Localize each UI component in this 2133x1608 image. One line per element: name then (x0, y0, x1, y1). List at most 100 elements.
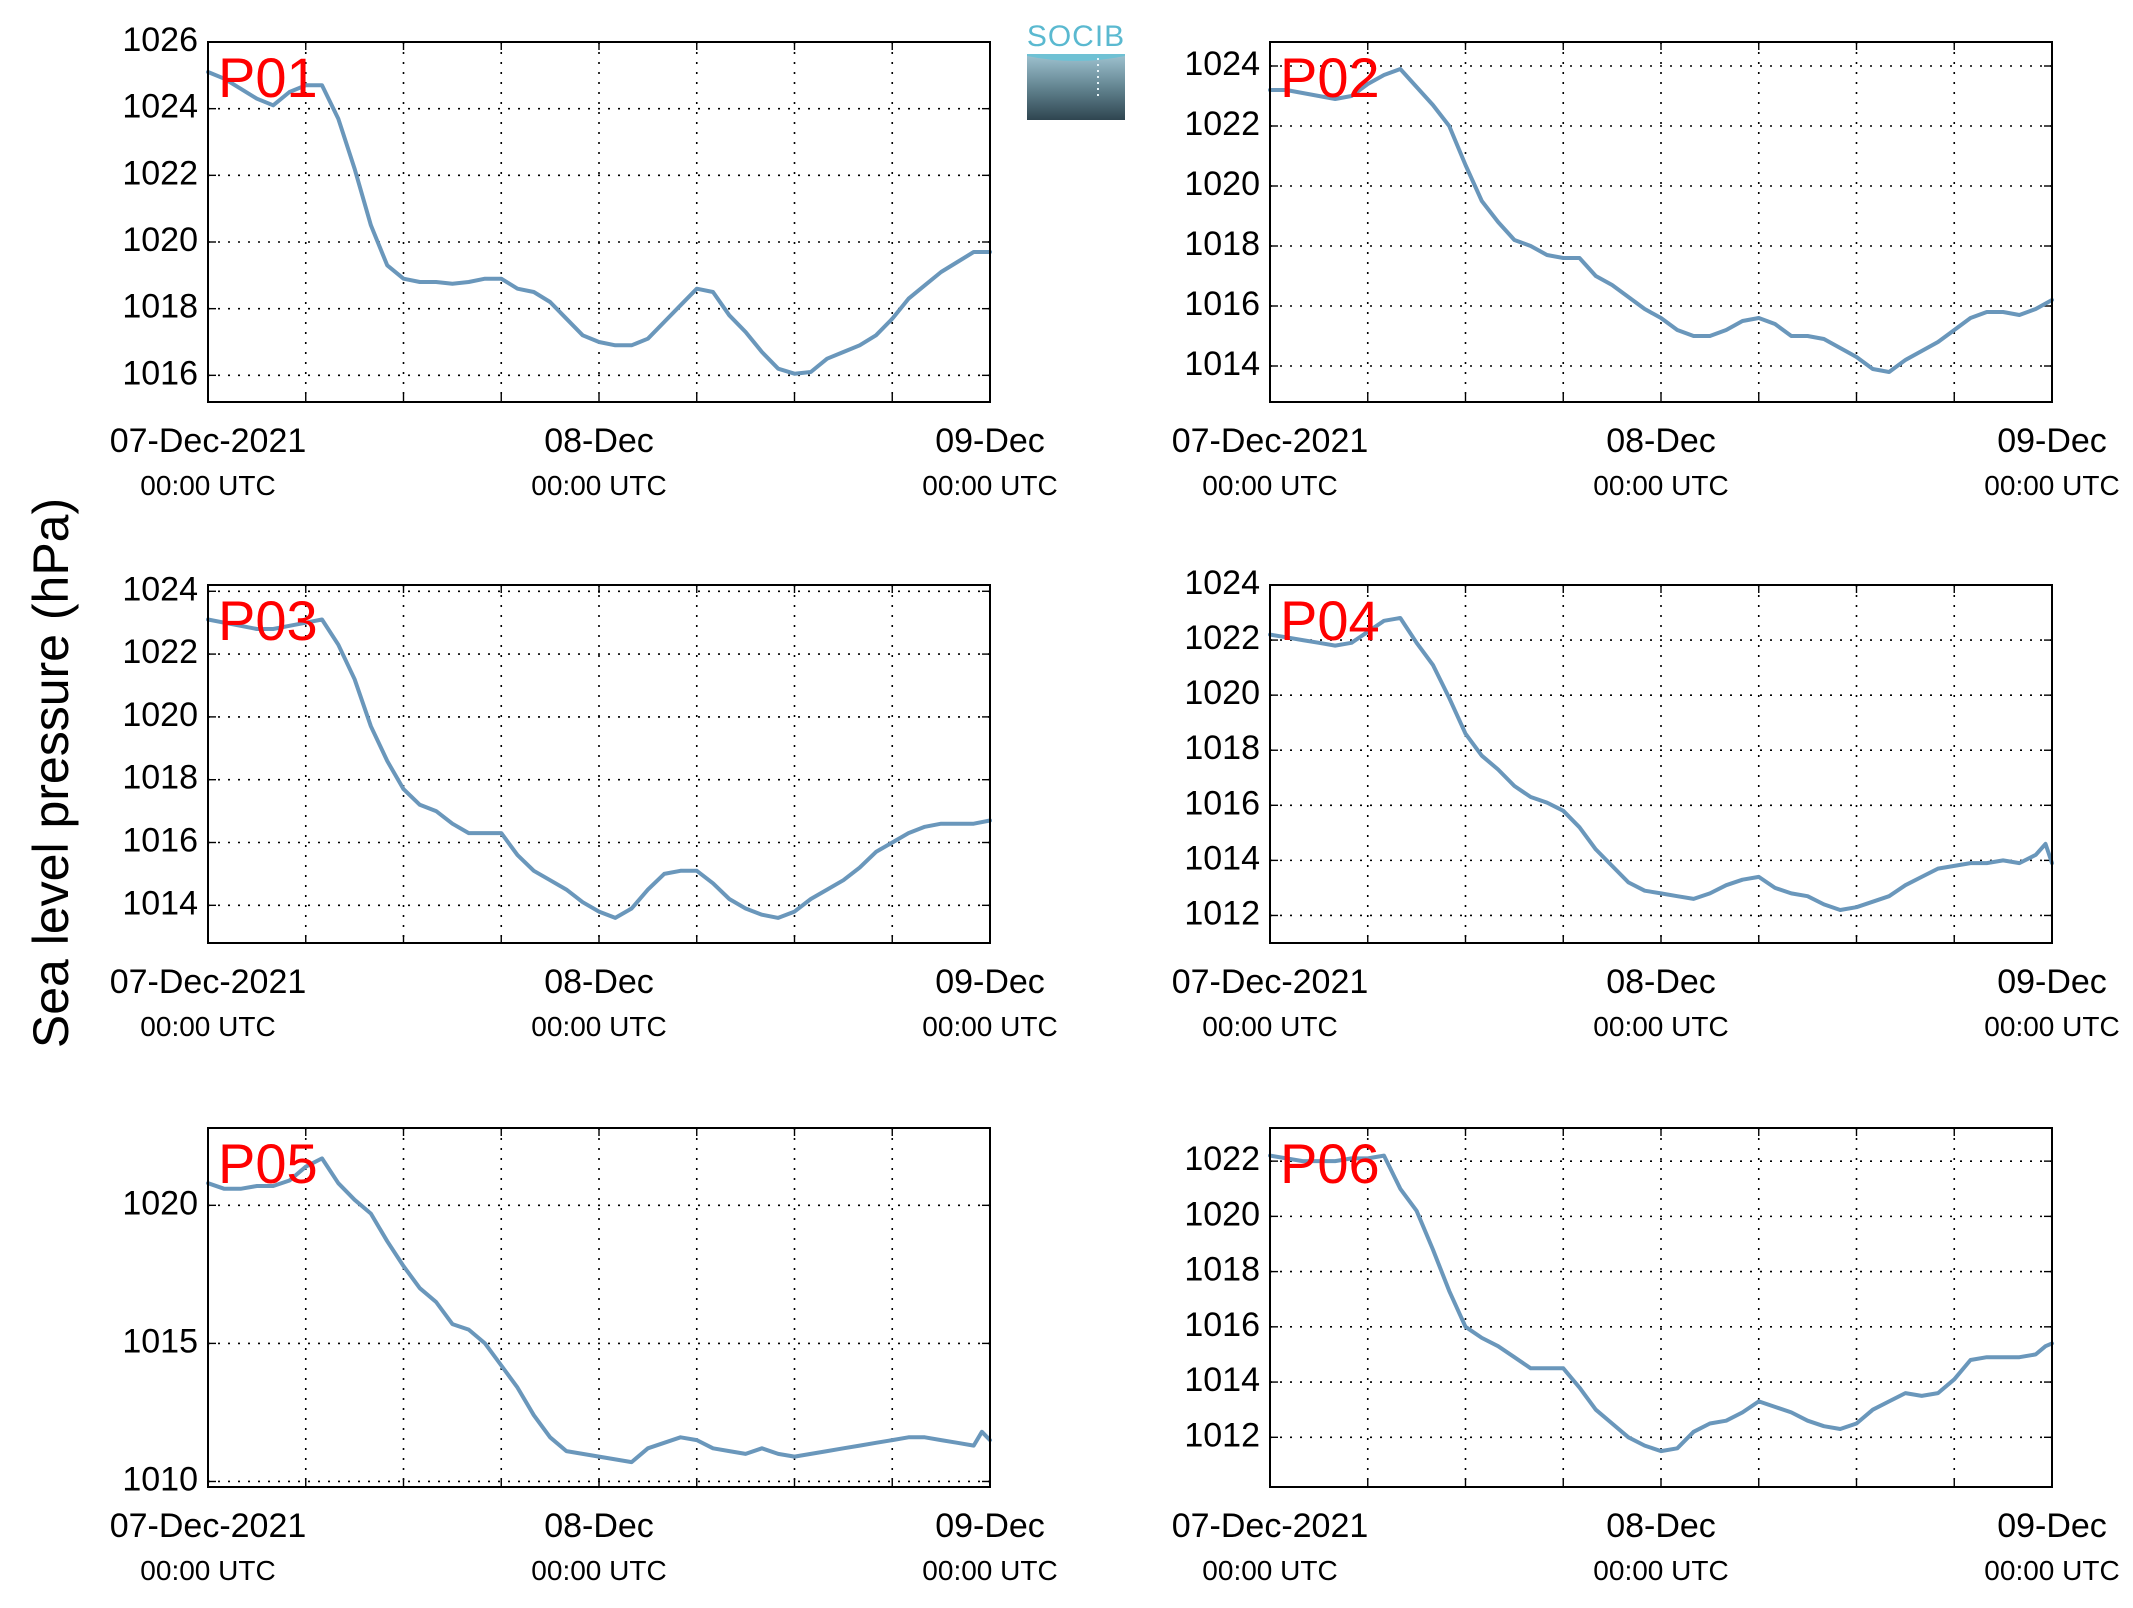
x-tick-label-time: 00:00 UTC (531, 470, 666, 501)
y-tick-label: 1024 (122, 570, 198, 608)
x-tick-label-time: 00:00 UTC (1202, 1011, 1337, 1042)
y-tick-label: 1022 (1184, 619, 1260, 657)
panel-p01: 1016 1018 1020 1022 1024 1026 07-Dec-2021 00:00… (110, 21, 1058, 501)
y-tick-label: 1022 (122, 633, 198, 671)
x-tick-label-time: 00:00 UTC (1984, 470, 2119, 501)
panel-title: P02 (1280, 46, 1380, 109)
x-tick-label-time: 00:00 UTC (1202, 470, 1337, 501)
y-tick-label: 1022 (1184, 105, 1260, 143)
x-tick-label-date: 09-Dec (935, 1507, 1045, 1545)
x-tick-label-date: 08-Dec (1606, 422, 1716, 460)
axes-frame (1269, 584, 2053, 944)
y-tick-label: 1012 (1184, 1416, 1260, 1454)
y-tick-label: 1016 (1184, 285, 1260, 323)
panel-title: P04 (1280, 589, 1380, 652)
x-tick-label-time: 00:00 UTC (1593, 1011, 1728, 1042)
x-tick-label-time: 00:00 UTC (1593, 470, 1728, 501)
plot-area (208, 1128, 990, 1487)
y-tick-label: 1022 (1184, 1140, 1260, 1178)
y-tick-label: 1018 (1184, 225, 1260, 263)
x-tick-label-date: 09-Dec (935, 963, 1045, 1001)
y-tick-label: 1014 (1184, 345, 1260, 383)
panel-p02: 1014 1016 1018 1020 1022 1024 07-Dec-2021 00:00… (1172, 41, 2120, 501)
x-tick-label-time: 00:00 UTC (531, 1555, 666, 1586)
axes-frame (207, 41, 991, 403)
y-tick-label: 1020 (122, 1184, 198, 1222)
x-tick-label-time: 00:00 UTC (140, 1011, 275, 1042)
x-tick-label-date: 07-Dec-2021 (1172, 963, 1369, 1001)
y-tick-label: 1018 (1184, 729, 1260, 767)
axes-frame (207, 1127, 991, 1488)
panel-p05: 1010 1015 1020 07-Dec-2021 00:00 UTC 08-Dec 00… (110, 1127, 1058, 1586)
y-tick-label: 1020 (1184, 674, 1260, 712)
pressure-series-line (1268, 67, 2054, 374)
plot-area (1270, 585, 2052, 943)
panel-title: P06 (1280, 1132, 1380, 1195)
x-tick-label-time: 00:00 UTC (1984, 1011, 2119, 1042)
y-tick-label: 1020 (1184, 165, 1260, 203)
x-tick-label-date: 09-Dec (1997, 422, 2107, 460)
x-tick-label-date: 08-Dec (544, 1507, 654, 1545)
y-axis-label: Sea level pressure (hPa) (23, 498, 79, 1048)
axes-frame (207, 584, 991, 944)
pressure-series-line (1268, 616, 2054, 912)
pressure-series-line (1268, 1153, 2054, 1454)
y-tick-label: 1016 (1184, 1306, 1260, 1344)
y-tick-label: 1024 (122, 88, 198, 126)
x-tick-label-time: 00:00 UTC (922, 1011, 1057, 1042)
x-tick-label-date: 08-Dec (1606, 963, 1716, 1001)
x-tick-label-date: 09-Dec (935, 422, 1045, 460)
y-tick-label: 1020 (122, 696, 198, 734)
y-tick-label: 1016 (122, 821, 198, 859)
panel-p03: 1014 1016 1018 1020 1022 1024 07-Dec-2021 00:00… (110, 570, 1058, 1042)
y-tick-label: 1022 (122, 154, 198, 192)
x-tick-label-time: 00:00 UTC (1593, 1555, 1728, 1586)
x-tick-label-time: 00:00 UTC (1202, 1555, 1337, 1586)
y-tick-label: 1018 (122, 288, 198, 326)
x-tick-label-date: 08-Dec (544, 963, 654, 1001)
pressure-series-line (206, 70, 992, 376)
y-tick-label: 1024 (1184, 564, 1260, 602)
x-tick-label-date: 08-Dec (544, 422, 654, 460)
x-tick-label-time: 00:00 UTC (922, 470, 1057, 501)
x-tick-label-date: 07-Dec-2021 (1172, 422, 1369, 460)
axes-frame (1269, 41, 2053, 403)
y-tick-label: 1018 (122, 759, 198, 797)
x-tick-label-time: 00:00 UTC (140, 1555, 275, 1586)
x-tick-label-date: 07-Dec-2021 (110, 1507, 307, 1545)
x-tick-label-time: 00:00 UTC (922, 1555, 1057, 1586)
panel-title: P05 (218, 1132, 318, 1195)
x-tick-label-date: 07-Dec-2021 (110, 963, 307, 1001)
y-tick-label: 1020 (1184, 1195, 1260, 1233)
y-tick-label: 1015 (122, 1322, 198, 1360)
y-tick-label: 1012 (1184, 894, 1260, 932)
panel-p06: 1012 1014 1016 1018 1020 1022 07-Dec-2021 00:00… (1172, 1127, 2120, 1586)
y-tick-label: 1024 (1184, 45, 1260, 83)
pressure-series-line (206, 1156, 992, 1465)
panel-p04: 1012 1014 1016 1018 1020 1022 1024 07-Dec-2021 0… (1172, 564, 2120, 1042)
y-tick-label: 1010 (122, 1460, 198, 1498)
panel-title: P03 (218, 589, 318, 652)
x-tick-label-time: 00:00 UTC (140, 470, 275, 501)
x-tick-label-date: 08-Dec (1606, 1507, 1716, 1545)
socib-logo-text: SOCIB (1027, 20, 1125, 53)
plot-area (1270, 1128, 2052, 1487)
socib-logo: SOCIB (1027, 20, 1125, 120)
y-tick-label: 1026 (122, 21, 198, 59)
x-tick-label-date: 07-Dec-2021 (110, 422, 307, 460)
x-tick-label-time: 00:00 UTC (1984, 1555, 2119, 1586)
y-tick-label: 1018 (1184, 1251, 1260, 1289)
y-tick-label: 1014 (122, 884, 198, 922)
x-tick-label-date: 09-Dec (1997, 963, 2107, 1001)
plot-area (208, 585, 990, 943)
y-tick-label: 1016 (1184, 784, 1260, 822)
x-tick-label-time: 00:00 UTC (531, 1011, 666, 1042)
y-tick-label: 1014 (1184, 839, 1260, 877)
pressure-series-line (206, 617, 992, 920)
x-tick-label-date: 07-Dec-2021 (1172, 1507, 1369, 1545)
panel-title: P01 (218, 46, 318, 109)
y-tick-label: 1014 (1184, 1361, 1260, 1399)
y-tick-label: 1016 (122, 354, 198, 392)
x-tick-label-date: 09-Dec (1997, 1507, 2107, 1545)
